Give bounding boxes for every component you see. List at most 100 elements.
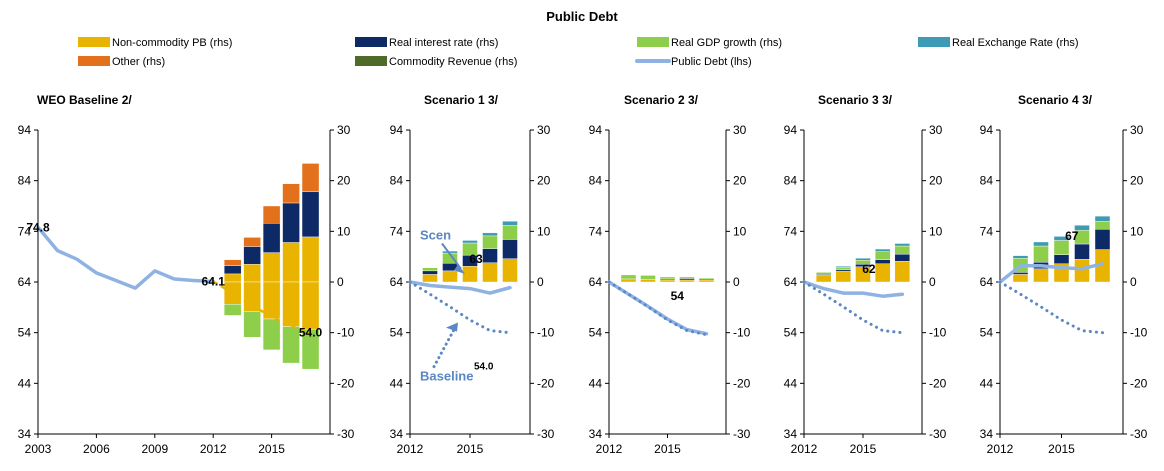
bar-segment-gdp <box>659 276 676 280</box>
bar-segment-rir <box>1053 254 1070 264</box>
left-tick-label: 44 <box>980 376 994 390</box>
data-label: 63 <box>469 252 483 266</box>
annotation-label: Scen <box>420 227 451 242</box>
x-tick-label: 2012 <box>596 442 623 456</box>
right-tick-label: 20 <box>733 174 747 188</box>
bar-segment-rer <box>1074 225 1090 231</box>
bar-segment-rir <box>243 246 261 265</box>
bar-segment-ncpb <box>698 279 715 283</box>
legend-swatch-gdp <box>637 37 669 47</box>
legend-label-cr: Commodity Revenue (rhs) <box>389 56 517 68</box>
bar-segment-ncpb <box>659 279 676 283</box>
left-tick-label: 54 <box>390 326 404 340</box>
data-label: 54 <box>671 289 685 303</box>
bar-segment-rir <box>502 239 518 259</box>
left-tick-label: 54 <box>589 326 603 340</box>
bar-segment-rer <box>1033 241 1049 247</box>
legend-label-oth: Other (rhs) <box>112 56 165 68</box>
bar-segment-ncpb <box>282 281 300 327</box>
bar-stack-group <box>815 243 911 283</box>
right-tick-label: -10 <box>929 326 947 340</box>
bar-segment-ncpb <box>1033 268 1049 283</box>
legend-swatch-oth <box>78 56 110 66</box>
bar-segment-gdp <box>282 326 300 364</box>
bar-segment-rir <box>282 202 300 243</box>
annotation-arrows <box>432 242 465 369</box>
right-tick-label: -30 <box>537 427 555 441</box>
panel-title: Scenario 4 3/ <box>1018 93 1093 107</box>
bar-segment-gdp <box>243 311 261 338</box>
left-tick-label: 44 <box>784 376 798 390</box>
right-tick-label: 30 <box>1130 123 1144 137</box>
bar-segment-rer <box>1053 236 1070 241</box>
left-tick-label: 74 <box>980 224 994 238</box>
x-tick-label: 2015 <box>258 442 285 456</box>
legend-item-gdp: Real GDP growth (rhs) <box>637 37 782 49</box>
bar-stack-group <box>223 163 320 370</box>
bar-segment-ncpb <box>301 281 320 330</box>
x-tick-label: 2009 <box>141 442 168 456</box>
left-tick-label: 64 <box>589 275 603 289</box>
bar-segment-rir <box>874 259 891 264</box>
bar-segment-rir <box>894 253 911 262</box>
bar-segment-gdp <box>640 275 656 280</box>
right-tick-label: 30 <box>337 123 351 137</box>
bar-segment-rer <box>482 232 498 237</box>
scen-arrowhead <box>454 264 465 274</box>
right-tick-label: 20 <box>337 174 351 188</box>
bar-segment-rer <box>835 266 852 268</box>
legend-label-rir: Real interest rate (rhs) <box>389 37 498 49</box>
right-tick-label: 30 <box>929 123 943 137</box>
bar-segment-ncpb <box>894 261 911 283</box>
left-tick-label: 64 <box>980 275 994 289</box>
bar-segment-rir <box>262 223 281 253</box>
series-line-dotted <box>408 280 512 335</box>
panel-1: WEO Baseline 2/94 84 74 64 54 44 34 30 20 10 0 -10 -… <box>18 93 355 456</box>
left-tick-label: 54 <box>980 326 994 340</box>
bar-segment-oth <box>282 183 300 204</box>
bar-segment-ncpb <box>679 279 695 283</box>
bar-stack-group <box>422 220 518 283</box>
left-tick-label: 64 <box>784 275 798 289</box>
bar-segment-rer <box>502 220 518 226</box>
legend-item-oth: Other (rhs) <box>78 56 165 68</box>
left-tick-label: 44 <box>589 376 603 390</box>
x-tick-label: 2012 <box>397 442 424 456</box>
right-tick-label: 0 <box>537 275 544 289</box>
panel-3: Scenario 2 3/94 84 74 64 54 44 34 30 20 10 0 -10 -20… <box>589 93 751 456</box>
bar-segment-gdp <box>874 251 891 260</box>
bar-segment-ncpb <box>262 281 281 320</box>
bar-segment-ncpb <box>301 236 320 283</box>
right-tick-label: 10 <box>1130 224 1144 238</box>
left-tick-label: 34 <box>589 427 603 441</box>
panel-title: Scenario 1 3/ <box>424 93 499 107</box>
bar-segment-gdp <box>620 274 637 280</box>
right-tick-label: -20 <box>537 376 555 390</box>
series-line-dotted <box>998 280 1104 335</box>
bar-segment-ncpb <box>243 281 261 312</box>
x-tick-label: 2003 <box>25 442 52 456</box>
right-tick-label: -20 <box>1130 376 1148 390</box>
baseline-arrowhead <box>446 322 458 332</box>
bar-segment-ncpb <box>422 274 438 283</box>
bar-segment-gdp <box>698 277 715 280</box>
left-tick-label: 54 <box>18 326 32 340</box>
right-tick-label: 0 <box>733 275 740 289</box>
bar-segment-rer <box>894 243 911 247</box>
legend-item-ncpb: Non-commodity PB (rhs) <box>78 37 232 49</box>
x-tick-label: 2006 <box>83 442 110 456</box>
left-tick-label: 74 <box>589 224 603 238</box>
right-tick-label: 0 <box>1130 275 1137 289</box>
right-tick-label: -30 <box>337 427 355 441</box>
right-tick-label: -10 <box>537 326 555 340</box>
bar-segment-gdp <box>894 245 911 255</box>
bar-segment-ncpb <box>442 270 458 283</box>
right-tick-label: -20 <box>337 376 355 390</box>
panel-title: Scenario 3 3/ <box>818 93 893 107</box>
legend-label-debt: Public Debt (lhs) <box>671 56 752 68</box>
bar-segment-oth <box>223 259 242 266</box>
legend-swatch-ncpb <box>78 37 110 47</box>
right-tick-label: 0 <box>929 275 936 289</box>
bar-segment-rir <box>422 270 438 275</box>
